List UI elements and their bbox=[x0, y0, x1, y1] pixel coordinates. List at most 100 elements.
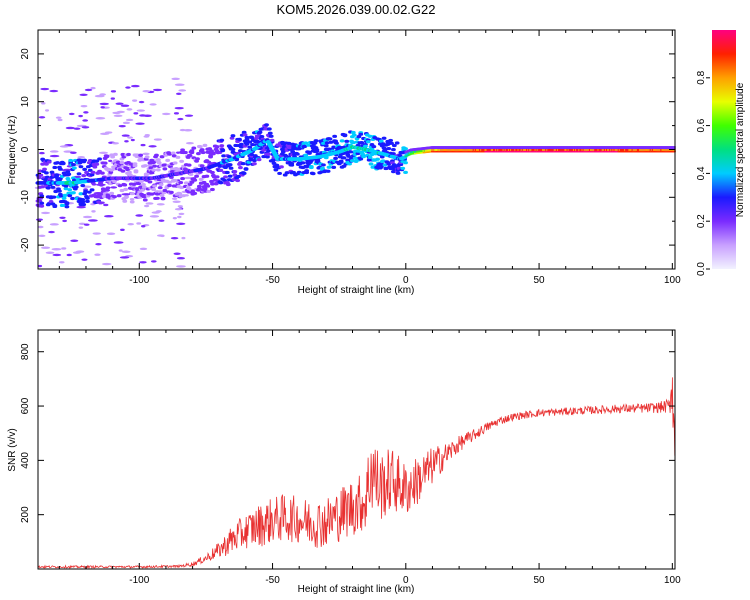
spectral-blob bbox=[228, 166, 234, 170]
spectral-blob bbox=[67, 194, 73, 198]
noise-blob bbox=[83, 223, 90, 226]
spectral-blob bbox=[78, 192, 84, 196]
spectral-blob bbox=[50, 185, 56, 189]
noise-blob bbox=[148, 145, 157, 148]
noise-blob bbox=[178, 212, 185, 216]
spectral-blob bbox=[94, 159, 100, 163]
spectral-blob bbox=[82, 158, 88, 162]
spectral-blob bbox=[148, 166, 154, 170]
y-tick-label: -10 bbox=[20, 190, 31, 205]
spectral-blob bbox=[194, 174, 199, 178]
noise-blob bbox=[101, 262, 112, 266]
spectral-blob bbox=[360, 152, 366, 156]
spectral-blob bbox=[391, 143, 397, 148]
spectral-blob bbox=[267, 131, 273, 135]
spectral-blob bbox=[48, 199, 54, 204]
spectral-blob bbox=[342, 134, 348, 138]
spectral-blob bbox=[167, 180, 172, 184]
noise-blob bbox=[139, 261, 147, 264]
x-tick-label: 100 bbox=[664, 575, 681, 586]
spectral-blob bbox=[386, 146, 392, 151]
noise-blob bbox=[118, 249, 123, 252]
noise-blob bbox=[104, 215, 114, 218]
colorbar: 0.0 0.2 0.4 0.6 0.8 Normalized spectral ampl… bbox=[696, 30, 746, 276]
colorbar-tick-label: 0.2 bbox=[696, 214, 707, 228]
spectral-blob bbox=[345, 158, 351, 162]
spectral-blob bbox=[43, 178, 48, 182]
snr-plot-area bbox=[38, 330, 675, 569]
spectral-blob bbox=[162, 188, 168, 193]
noise-blob bbox=[75, 250, 85, 253]
spectral-blob bbox=[38, 173, 44, 177]
noise-blob bbox=[94, 94, 105, 98]
spectral-blob bbox=[388, 138, 394, 143]
spectral-blob bbox=[371, 144, 377, 149]
spectral-blob bbox=[165, 158, 171, 162]
spectral-blob bbox=[237, 137, 242, 141]
noise-blob bbox=[41, 211, 51, 215]
spectral-blob bbox=[221, 154, 227, 158]
spectral-blob bbox=[171, 154, 177, 158]
spectral-blob bbox=[394, 141, 400, 145]
x-tick-label: 100 bbox=[664, 275, 681, 286]
noise-blob bbox=[184, 114, 194, 117]
spectral-blob bbox=[313, 139, 319, 143]
spectral-blob bbox=[126, 152, 131, 157]
noise-blob bbox=[78, 226, 84, 229]
spectral-blob bbox=[59, 203, 65, 208]
spectral-blob bbox=[205, 184, 211, 188]
spectral-blob bbox=[238, 145, 244, 149]
noise-blob bbox=[118, 124, 126, 128]
spectral-blob bbox=[186, 163, 192, 167]
spectral-blob bbox=[37, 169, 43, 173]
spectral-blob bbox=[252, 158, 257, 163]
spectral-blob bbox=[403, 170, 408, 174]
spectral-blob bbox=[378, 139, 384, 143]
spectral-blob bbox=[244, 142, 250, 146]
x-tick-label: 50 bbox=[534, 275, 546, 286]
y-tick-label: 600 bbox=[20, 397, 31, 414]
spectral-blob bbox=[151, 187, 157, 192]
noise-blob bbox=[176, 151, 181, 154]
spectral-blob bbox=[349, 159, 355, 163]
spectral-blob bbox=[152, 184, 158, 188]
spectral-blob bbox=[244, 135, 250, 140]
spectral-blob bbox=[224, 170, 230, 175]
noise-blob bbox=[87, 219, 98, 222]
spectral-blob bbox=[197, 145, 203, 149]
spectral-blob bbox=[226, 154, 232, 159]
spectral-blob bbox=[249, 152, 255, 157]
spectral-blob bbox=[66, 172, 72, 176]
snr-y-label: SNR (v/v) bbox=[7, 428, 18, 471]
noise-blob bbox=[37, 264, 43, 268]
noise-blob bbox=[135, 122, 145, 125]
spectral-blob bbox=[136, 181, 142, 186]
spectral-blob bbox=[273, 168, 279, 172]
spectral-blob bbox=[192, 178, 198, 182]
noise-blob bbox=[161, 112, 171, 116]
spectral-blob bbox=[155, 168, 161, 172]
spectral-blob bbox=[155, 192, 160, 196]
spectral-blob bbox=[178, 180, 184, 185]
noise-blob bbox=[142, 152, 150, 156]
spectral-blob bbox=[155, 196, 160, 200]
spectral-blob bbox=[347, 162, 352, 166]
noise-blob bbox=[174, 106, 184, 110]
spectral-blob bbox=[256, 158, 262, 162]
y-tick-label: 10 bbox=[20, 96, 31, 108]
noise-blob bbox=[63, 150, 73, 153]
spectral-blob bbox=[243, 167, 249, 171]
noise-blob bbox=[38, 116, 46, 119]
noise-blob bbox=[119, 256, 130, 259]
spectral-blob bbox=[51, 195, 57, 199]
spectral-blob bbox=[63, 186, 69, 191]
spectral-blob bbox=[80, 197, 86, 202]
spectral-blob bbox=[98, 201, 103, 205]
spectral-blob bbox=[321, 163, 326, 167]
spectral-blob bbox=[238, 142, 244, 146]
spectral-blob bbox=[128, 162, 134, 166]
noise-blob bbox=[57, 118, 63, 122]
spectral-blob bbox=[52, 204, 58, 209]
spectral-blob bbox=[361, 155, 366, 159]
